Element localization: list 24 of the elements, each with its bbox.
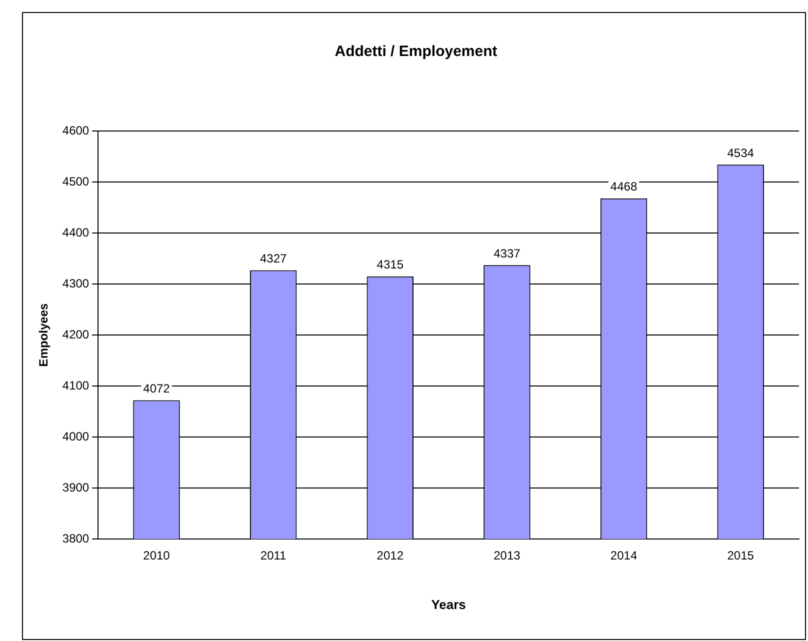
y-tick-label: 3800 bbox=[62, 531, 90, 546]
data-label: 4534 bbox=[727, 146, 754, 160]
x-tick-label: 2011 bbox=[260, 548, 287, 563]
y-tick-label: 4200 bbox=[62, 327, 90, 342]
y-tick-label: 4500 bbox=[62, 174, 90, 188]
x-tick-label: 2015 bbox=[727, 548, 754, 563]
y-axis-title: Empolyees bbox=[36, 303, 51, 367]
x-tick-label: 2010 bbox=[143, 548, 170, 563]
chart-title: Addetti / Employement bbox=[334, 43, 498, 60]
data-label: 4337 bbox=[494, 246, 521, 260]
y-tick-label: 4100 bbox=[62, 378, 90, 392]
x-axis-title: Years bbox=[431, 596, 466, 612]
x-tick-label: 2012 bbox=[376, 548, 404, 563]
data-label: 4315 bbox=[376, 258, 404, 272]
data-label: 4327 bbox=[260, 252, 287, 266]
x-tick-label: 2014 bbox=[610, 548, 638, 563]
data-label: 4072 bbox=[143, 382, 170, 396]
y-tick-label: 3900 bbox=[62, 480, 90, 494]
y-tick-label: 4600 bbox=[62, 123, 90, 138]
y-tick-label: 4400 bbox=[62, 225, 90, 240]
data-label: 4468 bbox=[610, 180, 638, 194]
y-tick-label: 4300 bbox=[62, 276, 90, 290]
y-tick-label: 4000 bbox=[62, 429, 90, 444]
x-tick-label: 2013 bbox=[494, 548, 521, 563]
